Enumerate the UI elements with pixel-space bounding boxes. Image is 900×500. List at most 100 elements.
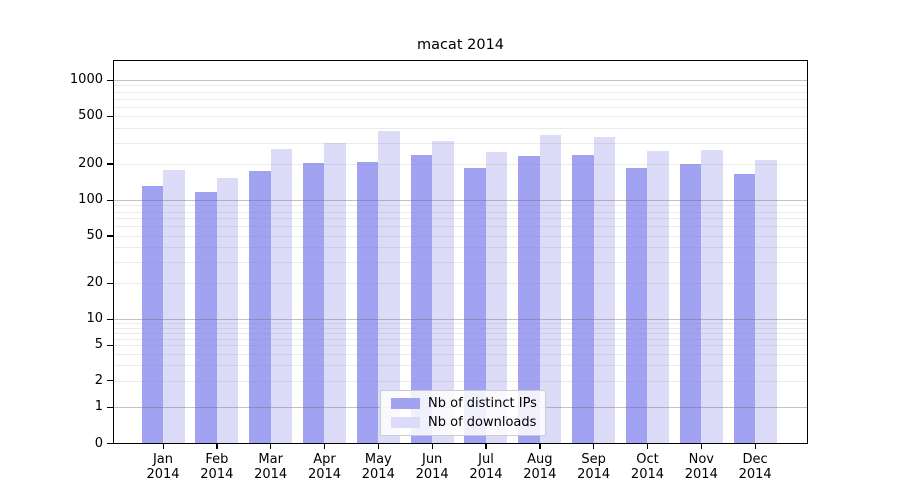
y-tick-mark-100 (107, 199, 113, 201)
x-tick-mark-apr (323, 444, 326, 449)
y-tick-mark-1000 (107, 79, 113, 81)
x-tick-year: 2014 (200, 467, 234, 482)
y-tick-mark-20 (107, 282, 113, 284)
x-tick-label-jun: Jun 2014 (404, 452, 460, 482)
bar-downloads-mar (270, 148, 293, 444)
y-tick-mark-50 (107, 235, 113, 237)
x-tick-year: 2014 (684, 467, 718, 482)
minor-gridline-70 (113, 218, 808, 220)
x-tick-year: 2014 (738, 467, 772, 482)
minor-gridline-5 (113, 345, 808, 347)
x-tick-label-nov: Nov 2014 (673, 452, 729, 482)
x-tick-year: 2014 (415, 467, 449, 482)
minor-gridline-3 (113, 365, 808, 366)
y-tick-label-10: 10 (86, 311, 103, 326)
minor-gridline-400 (113, 127, 808, 129)
major-gridline-10 (113, 319, 808, 320)
bar-downloads-jun (432, 140, 454, 444)
x-tick-label-jan: Jan 2014 (135, 452, 191, 482)
bar-distinct-ips-mar (249, 171, 271, 444)
legend: Nb of distinct IPs Nb of downloads (380, 390, 546, 436)
minor-gridline-800 (113, 91, 808, 93)
y-tick-mark-1 (107, 406, 113, 408)
y-tick-label-20: 20 (86, 275, 103, 291)
x-tick-label-oct: Oct 2014 (619, 452, 675, 482)
bar-downloads-apr (324, 142, 346, 444)
minor-gridline-900 (113, 85, 808, 87)
x-tick-month: Oct (636, 452, 659, 467)
x-tick-label-feb: Feb 2014 (189, 452, 245, 482)
legend-label-downloads: Nb of downloads (428, 414, 537, 430)
minor-gridline-7 (113, 332, 808, 334)
x-tick-mark-jan (162, 444, 164, 449)
bar-distinct-ips-feb (195, 192, 217, 444)
x-tick-year: 2014 (254, 467, 288, 482)
x-tick-year: 2014 (630, 467, 665, 482)
x-tick-month: Apr (313, 452, 336, 467)
x-tick-mark-jul (485, 444, 487, 449)
bar-distinct-ips-nov (679, 163, 702, 444)
bar-downloads-jul (485, 151, 508, 444)
x-tick-year: 2014 (577, 467, 611, 482)
x-tick-month: Sep (581, 452, 606, 467)
x-tick-label-aug: Aug 2014 (512, 452, 568, 482)
bar-distinct-ips-jun (410, 154, 433, 444)
bar-distinct-ips-dec (733, 173, 756, 444)
x-tick-label-sep: Sep 2014 (566, 452, 622, 482)
x-tick-mark-sep (593, 444, 595, 449)
legend-label-distinct-ips: Nb of distinct IPs (428, 395, 537, 411)
bar-downloads-dec (755, 159, 777, 444)
bar-distinct-ips-oct (625, 168, 648, 444)
legend-row-downloads: Nb of downloads (381, 414, 545, 430)
minor-gridline-6 (113, 338, 808, 340)
y-tick-label-200: 200 (78, 155, 103, 171)
bar-downloads-oct (647, 151, 669, 444)
x-tick-label-dec: Dec 2014 (727, 452, 783, 482)
bar-distinct-ips-sep (572, 155, 594, 444)
minor-gridline-200 (113, 163, 808, 165)
legend-swatch-downloads (391, 417, 420, 428)
y-tick-label-2: 2 (94, 372, 103, 388)
y-tick-label-100: 100 (78, 192, 103, 207)
x-tick-month: Nov (688, 452, 714, 467)
plot-area (113, 60, 808, 444)
minor-gridline-50 (113, 235, 808, 237)
major-gridline-1000 (113, 80, 808, 81)
minor-gridline-90 (113, 205, 808, 207)
bar-downloads-nov (701, 150, 723, 444)
y-tick-label-5: 5 (94, 337, 103, 353)
bar-distinct-ips-may (356, 162, 379, 444)
minor-gridline-4 (113, 354, 808, 356)
y-tick-label-500: 500 (78, 108, 103, 124)
chart-title: macat 2014 (416, 37, 505, 53)
minor-gridline-80 (113, 211, 808, 213)
x-tick-month: Mar (258, 452, 283, 467)
y-tick-mark-0 (107, 443, 113, 445)
x-tick-month: May (364, 452, 392, 467)
bar-distinct-ips-aug (518, 155, 540, 444)
y-tick-mark-10 (107, 318, 113, 320)
y-tick-mark-200 (107, 163, 113, 165)
x-tick-label-jul: Jul 2014 (458, 452, 514, 482)
minor-gridline-300 (113, 142, 808, 144)
y-tick-label-1: 1 (94, 399, 103, 414)
x-tick-mark-mar (270, 444, 272, 449)
minor-gridline-20 (113, 283, 808, 285)
legend-swatch-distinct-ips (391, 398, 420, 409)
minor-gridline-60 (113, 226, 808, 228)
minor-gridline-600 (113, 106, 808, 108)
y-tick-mark-500 (107, 115, 113, 117)
x-tick-mark-dec (754, 444, 756, 449)
x-tick-mark-nov (700, 444, 703, 449)
x-tick-year: 2014 (146, 467, 180, 482)
x-tick-label-may: May 2014 (350, 452, 406, 482)
minor-gridline-500 (113, 116, 808, 118)
bar-distinct-ips-jul (464, 168, 486, 444)
bar-downloads-jan (163, 170, 185, 444)
y-tick-label-0: 0 (94, 435, 103, 451)
x-tick-year: 2014 (307, 467, 342, 482)
x-tick-year: 2014 (523, 467, 557, 482)
x-tick-mark-feb (216, 444, 218, 449)
x-tick-label-apr: Apr 2014 (296, 452, 352, 482)
minor-gridline-8 (113, 327, 808, 329)
